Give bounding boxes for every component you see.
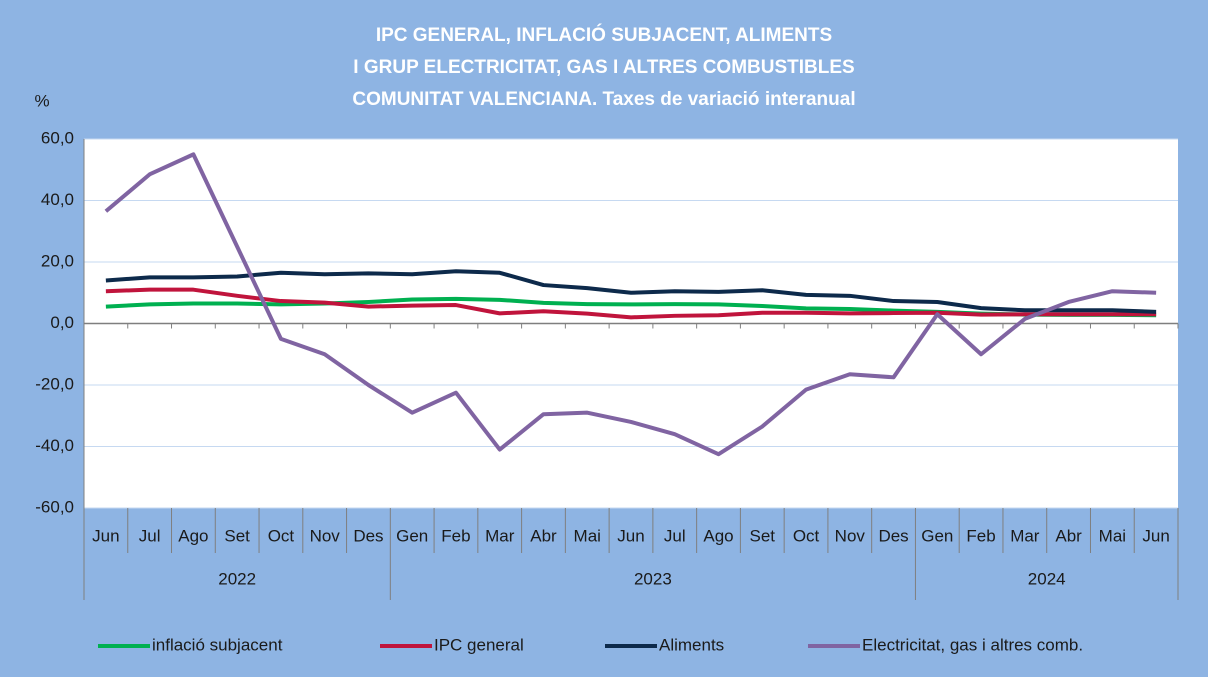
y-tick-label: 60,0 bbox=[41, 128, 74, 147]
x-tick-label: Jul bbox=[139, 526, 161, 545]
x-tick-label: Mar bbox=[485, 526, 515, 545]
legend-label: inflació subjacent bbox=[152, 635, 283, 654]
x-tick-label: Des bbox=[878, 526, 908, 545]
x-tick-label: Feb bbox=[441, 526, 470, 545]
group-label: 2022 bbox=[218, 569, 256, 588]
x-tick-label: Jun bbox=[617, 526, 644, 545]
x-tick-label: Gen bbox=[396, 526, 428, 545]
x-tick-label: Mai bbox=[1099, 526, 1126, 545]
y-axis-label: % bbox=[34, 91, 49, 110]
x-tick-label: Jun bbox=[1142, 526, 1169, 545]
x-tick-label: Abr bbox=[1055, 526, 1082, 545]
chart-title: COMUNITAT VALENCIANA. Taxes de variació … bbox=[352, 89, 855, 110]
series-line bbox=[104, 152, 1157, 457]
legend-label: IPC general bbox=[434, 635, 524, 654]
legend-label: Electricitat, gas i altres comb. bbox=[862, 635, 1083, 654]
x-tick-label: Gen bbox=[921, 526, 953, 545]
x-tick-label: Nov bbox=[835, 526, 866, 545]
legend-label: Aliments bbox=[659, 635, 724, 654]
x-tick-label: Ago bbox=[703, 526, 733, 545]
x-tick-label: Feb bbox=[966, 526, 995, 545]
y-tick-label: 0,0 bbox=[50, 313, 74, 332]
y-tick-label: 20,0 bbox=[41, 251, 74, 270]
x-tick-label: Set bbox=[224, 526, 250, 545]
group-label: 2023 bbox=[634, 569, 672, 588]
x-tick-label: Oct bbox=[793, 526, 820, 545]
x-tick-label: Des bbox=[353, 526, 383, 545]
x-tick-label: Oct bbox=[268, 526, 295, 545]
x-tick-label: Ago bbox=[178, 526, 208, 545]
chart-title: IPC GENERAL, INFLACIÓ SUBJACENT, ALIMENT… bbox=[376, 24, 832, 46]
x-tick-label: Jul bbox=[664, 526, 686, 545]
group-label: 2024 bbox=[1028, 569, 1066, 588]
x-tick-label: Set bbox=[750, 526, 776, 545]
y-tick-label: -60,0 bbox=[35, 497, 74, 516]
y-tick-label: 40,0 bbox=[41, 190, 74, 209]
series-line bbox=[105, 269, 1157, 314]
y-tick-label: -40,0 bbox=[35, 436, 74, 455]
y-tick-label: -20,0 bbox=[35, 374, 74, 393]
x-tick-label: Mai bbox=[574, 526, 601, 545]
x-tick-label: Jun bbox=[92, 526, 119, 545]
chart-title: I GRUP ELECTRICITAT, GAS I ALTRES COMBUS… bbox=[353, 57, 854, 78]
x-tick-label: Mar bbox=[1010, 526, 1040, 545]
x-tick-label: Abr bbox=[530, 526, 557, 545]
x-tick-label: Nov bbox=[310, 526, 341, 545]
series-line bbox=[105, 287, 1157, 320]
